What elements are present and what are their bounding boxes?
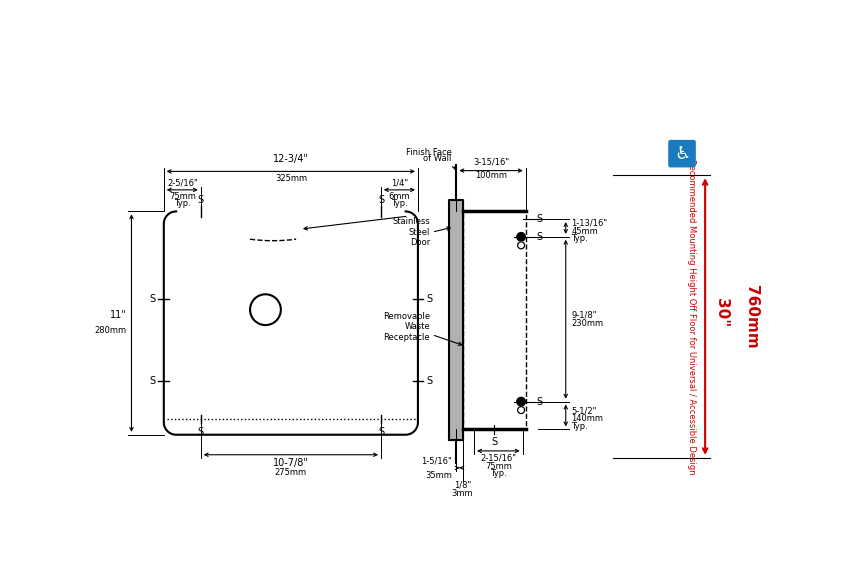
Text: ♿: ♿ bbox=[674, 144, 690, 162]
FancyBboxPatch shape bbox=[669, 140, 695, 167]
Text: 12-3/4": 12-3/4" bbox=[273, 153, 309, 164]
Circle shape bbox=[517, 397, 525, 406]
Text: 5-1/2": 5-1/2" bbox=[571, 406, 597, 415]
Text: S: S bbox=[198, 195, 204, 205]
Text: 35mm: 35mm bbox=[425, 471, 452, 480]
Circle shape bbox=[517, 233, 525, 241]
Text: S: S bbox=[150, 293, 156, 303]
Circle shape bbox=[250, 294, 280, 325]
Text: 140mm: 140mm bbox=[571, 414, 604, 423]
Text: 2-5/16": 2-5/16" bbox=[167, 179, 198, 188]
Text: 3mm: 3mm bbox=[451, 488, 473, 497]
Polygon shape bbox=[164, 211, 418, 435]
Text: S: S bbox=[536, 232, 542, 242]
Text: Typ.: Typ. bbox=[571, 234, 588, 243]
Text: 1/4": 1/4" bbox=[391, 179, 408, 188]
Text: 30": 30" bbox=[714, 298, 729, 327]
Text: S: S bbox=[491, 437, 497, 447]
Text: S: S bbox=[150, 376, 156, 386]
Text: 10-7/8": 10-7/8" bbox=[273, 458, 309, 468]
Text: 230mm: 230mm bbox=[571, 319, 604, 328]
Text: 100mm: 100mm bbox=[475, 171, 507, 180]
Text: S: S bbox=[427, 293, 433, 303]
Text: Typ.: Typ. bbox=[571, 422, 588, 430]
Text: S: S bbox=[198, 428, 204, 437]
Text: Typ.: Typ. bbox=[490, 469, 507, 478]
Text: Typ.: Typ. bbox=[391, 199, 408, 208]
Text: 75mm: 75mm bbox=[485, 461, 512, 471]
Circle shape bbox=[518, 407, 524, 414]
Text: 2-15/16": 2-15/16" bbox=[480, 454, 517, 463]
Circle shape bbox=[518, 242, 524, 249]
Text: 6mm: 6mm bbox=[388, 192, 411, 201]
Text: 1/8": 1/8" bbox=[454, 481, 471, 490]
Text: S: S bbox=[536, 214, 542, 224]
Text: 75mm: 75mm bbox=[169, 192, 196, 201]
Text: 1-13/16": 1-13/16" bbox=[571, 219, 607, 228]
Text: 1-5/16": 1-5/16" bbox=[421, 456, 452, 465]
Text: 3-15/16": 3-15/16" bbox=[473, 158, 509, 167]
Text: Stainless
Steel
Door: Stainless Steel Door bbox=[393, 217, 430, 247]
Text: Typ.: Typ. bbox=[174, 199, 190, 208]
Text: of Wall: of Wall bbox=[423, 154, 452, 163]
Text: 325mm: 325mm bbox=[275, 174, 307, 183]
Polygon shape bbox=[449, 200, 462, 440]
Text: Recommended Mounting Height Off Floor for Universal / Accessible Design: Recommended Mounting Height Off Floor fo… bbox=[687, 158, 696, 474]
Text: S: S bbox=[378, 195, 384, 205]
Text: S: S bbox=[378, 428, 384, 437]
Text: 280mm: 280mm bbox=[94, 327, 127, 336]
Text: S: S bbox=[427, 376, 433, 386]
Text: 760mm: 760mm bbox=[744, 285, 758, 348]
Text: 45mm: 45mm bbox=[571, 226, 598, 235]
Text: Finish Face: Finish Face bbox=[406, 148, 452, 157]
Text: 9-1/8": 9-1/8" bbox=[571, 310, 597, 319]
Text: 275mm: 275mm bbox=[275, 468, 307, 477]
Text: Removable
Waste
Receptacle: Removable Waste Receptacle bbox=[383, 312, 430, 342]
Text: 11": 11" bbox=[110, 310, 127, 320]
Text: S: S bbox=[536, 397, 542, 407]
